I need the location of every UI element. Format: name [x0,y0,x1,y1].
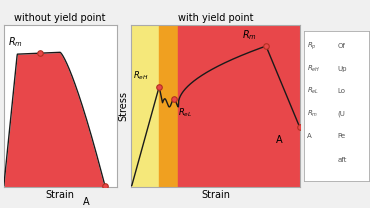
X-axis label: Strain: Strain [201,190,230,200]
Y-axis label: Stress: Stress [118,91,128,121]
Text: (U: (U [338,110,346,117]
Text: Up: Up [338,66,347,72]
Polygon shape [105,25,117,187]
X-axis label: Strain: Strain [46,190,75,200]
Text: A: A [83,197,89,207]
Text: $R_{eL}$: $R_{eL}$ [307,86,319,96]
Polygon shape [4,25,105,186]
Text: $R_{eL}$: $R_{eL}$ [178,106,192,119]
Text: $R_m$: $R_m$ [8,35,23,49]
Text: aft: aft [338,157,347,163]
Text: $R_{eH}$: $R_{eH}$ [133,69,149,82]
Text: $R_p$: $R_p$ [307,40,316,52]
Title: with yield point: with yield point [178,13,253,23]
Text: A: A [276,135,283,145]
Text: Lo: Lo [338,88,346,94]
Text: Pe: Pe [338,133,346,139]
Text: $R_m$: $R_m$ [307,108,318,119]
Text: $R_{eH}$: $R_{eH}$ [307,63,320,74]
Text: $R_m$: $R_m$ [242,28,257,42]
Text: Of: Of [338,43,346,49]
Title: without yield point: without yield point [14,13,106,23]
Text: A: A [307,133,312,139]
